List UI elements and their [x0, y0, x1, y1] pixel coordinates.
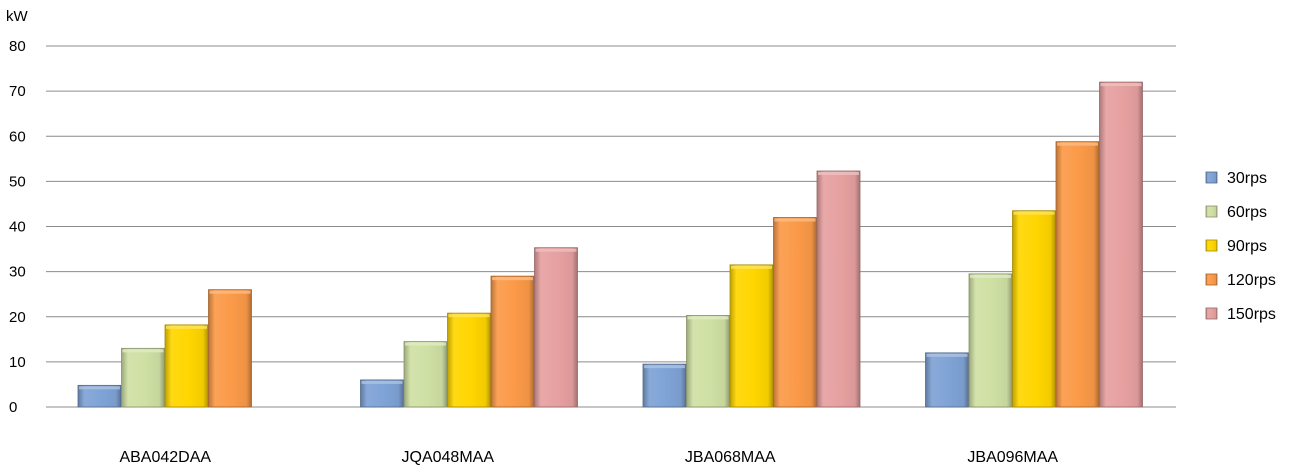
bar-aba042daa-120rps [208, 289, 252, 408]
y-tick-label-60: 60 [9, 128, 26, 145]
category-label-aba042daa: ABA042DAA [119, 449, 211, 465]
y-tick-label-50: 50 [9, 173, 26, 190]
legend-label-120rps: 120rps [1227, 272, 1276, 289]
bar-jba068maa-30rps [642, 363, 687, 408]
y-tick-label-30: 30 [9, 264, 26, 281]
bar-jba096maa-30rps [925, 352, 969, 408]
legend: 30rps 60rps 90rps 120rps 150rps [1205, 170, 1276, 323]
bar-jba068maa-90rps [729, 264, 774, 408]
bar-jqa048maa-90rps [447, 312, 491, 408]
y-tick-label-10: 10 [9, 354, 26, 371]
bar-jba068maa-120rps [773, 217, 817, 408]
legend-item-60rps: 60rps [1205, 204, 1267, 221]
category-label-jba096maa: JBA096MAA [967, 449, 1058, 465]
y-tick-label-70: 70 [9, 83, 26, 100]
legend-swatch-30rps [1205, 171, 1218, 184]
bar-jqa048maa-150rps [534, 247, 578, 408]
legend-label-60rps: 60rps [1227, 204, 1267, 221]
legend-item-150rps: 150rps [1205, 306, 1276, 323]
bar-jba068maa-60rps [686, 314, 730, 408]
y-axis-tick-labels: 0 10 20 30 40 50 60 70 80 [9, 38, 26, 416]
legend-item-90rps: 90rps [1205, 238, 1267, 255]
bar-jba096maa-90rps [1012, 210, 1056, 408]
bar-aba042daa-30rps [77, 384, 122, 408]
y-tick-label-0: 0 [9, 399, 17, 416]
legend-swatch-90rps [1205, 239, 1218, 252]
bar-aba042daa-90rps [164, 324, 209, 408]
y-tick-label-40: 40 [9, 219, 26, 236]
legend-label-30rps: 30rps [1227, 170, 1267, 187]
bar-jba068maa-150rps [816, 170, 861, 408]
y-tick-label-20: 20 [9, 309, 26, 326]
y-tick-label-80: 80 [9, 38, 26, 55]
bar-jba096maa-150rps [1099, 81, 1143, 408]
category-label-jba068maa: JBA068MAA [685, 449, 776, 465]
legend-swatch-60rps [1205, 205, 1218, 218]
category-labels: ABA042DAA JQA048MAA JBA068MAA JBA096MAA [119, 449, 1058, 465]
legend-item-120rps: 120rps [1205, 272, 1276, 289]
bar-jqa048maa-60rps [403, 341, 448, 408]
bars [77, 81, 1143, 408]
legend-swatch-120rps [1205, 273, 1218, 286]
category-label-jqa048maa: JQA048MAA [402, 449, 495, 465]
bar-jba096maa-60rps [968, 273, 1013, 408]
bar-jqa048maa-30rps [360, 379, 404, 408]
y-axis-unit-label: kW [6, 8, 29, 25]
bar-aba042daa-60rps [121, 347, 165, 408]
legend-label-90rps: 90rps [1227, 238, 1267, 255]
legend-item-30rps: 30rps [1205, 170, 1267, 187]
legend-label-150rps: 150rps [1227, 306, 1276, 323]
legend-swatch-150rps [1205, 307, 1218, 320]
bar-jqa048maa-120rps [490, 275, 535, 408]
bar-jba096maa-120rps [1055, 141, 1100, 408]
